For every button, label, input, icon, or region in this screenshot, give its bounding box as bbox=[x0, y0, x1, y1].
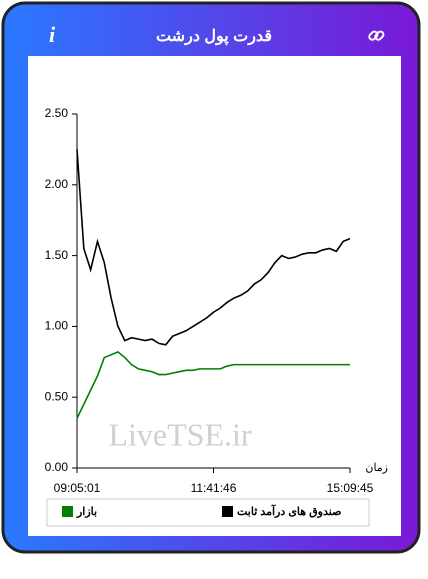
link-icon[interactable] bbox=[368, 30, 385, 41]
y-tick-label: 0.50 bbox=[45, 389, 69, 403]
legend-swatch bbox=[62, 506, 73, 517]
series-line bbox=[76, 350, 350, 419]
series-line bbox=[76, 149, 351, 346]
x-tick-label: 15:09:45 bbox=[327, 481, 374, 495]
legend-swatch bbox=[222, 506, 233, 517]
legend bbox=[46, 498, 370, 527]
y-tick-label: 1.50 bbox=[45, 248, 69, 262]
x-tick-label: 09:05:01 bbox=[54, 481, 101, 495]
chart-panel bbox=[28, 56, 401, 536]
watermark: LiveTSE.ir bbox=[108, 416, 251, 452]
y-tick-label: 2.00 bbox=[45, 177, 69, 191]
header-title: قدرت پول درشت bbox=[156, 28, 272, 46]
x-tick-label: 11:41:46 bbox=[191, 481, 237, 495]
y-tick-label: 2.50 bbox=[45, 106, 69, 120]
legend-label: صندوق های درآمد ثابت bbox=[237, 504, 341, 518]
info-icon[interactable]: i bbox=[49, 22, 56, 47]
y-tick-label: 1.00 bbox=[45, 319, 69, 333]
x-axis-label: زمان bbox=[365, 462, 388, 474]
legend-label: بازار bbox=[76, 506, 97, 518]
y-tick-label: 0.00 bbox=[45, 460, 69, 474]
